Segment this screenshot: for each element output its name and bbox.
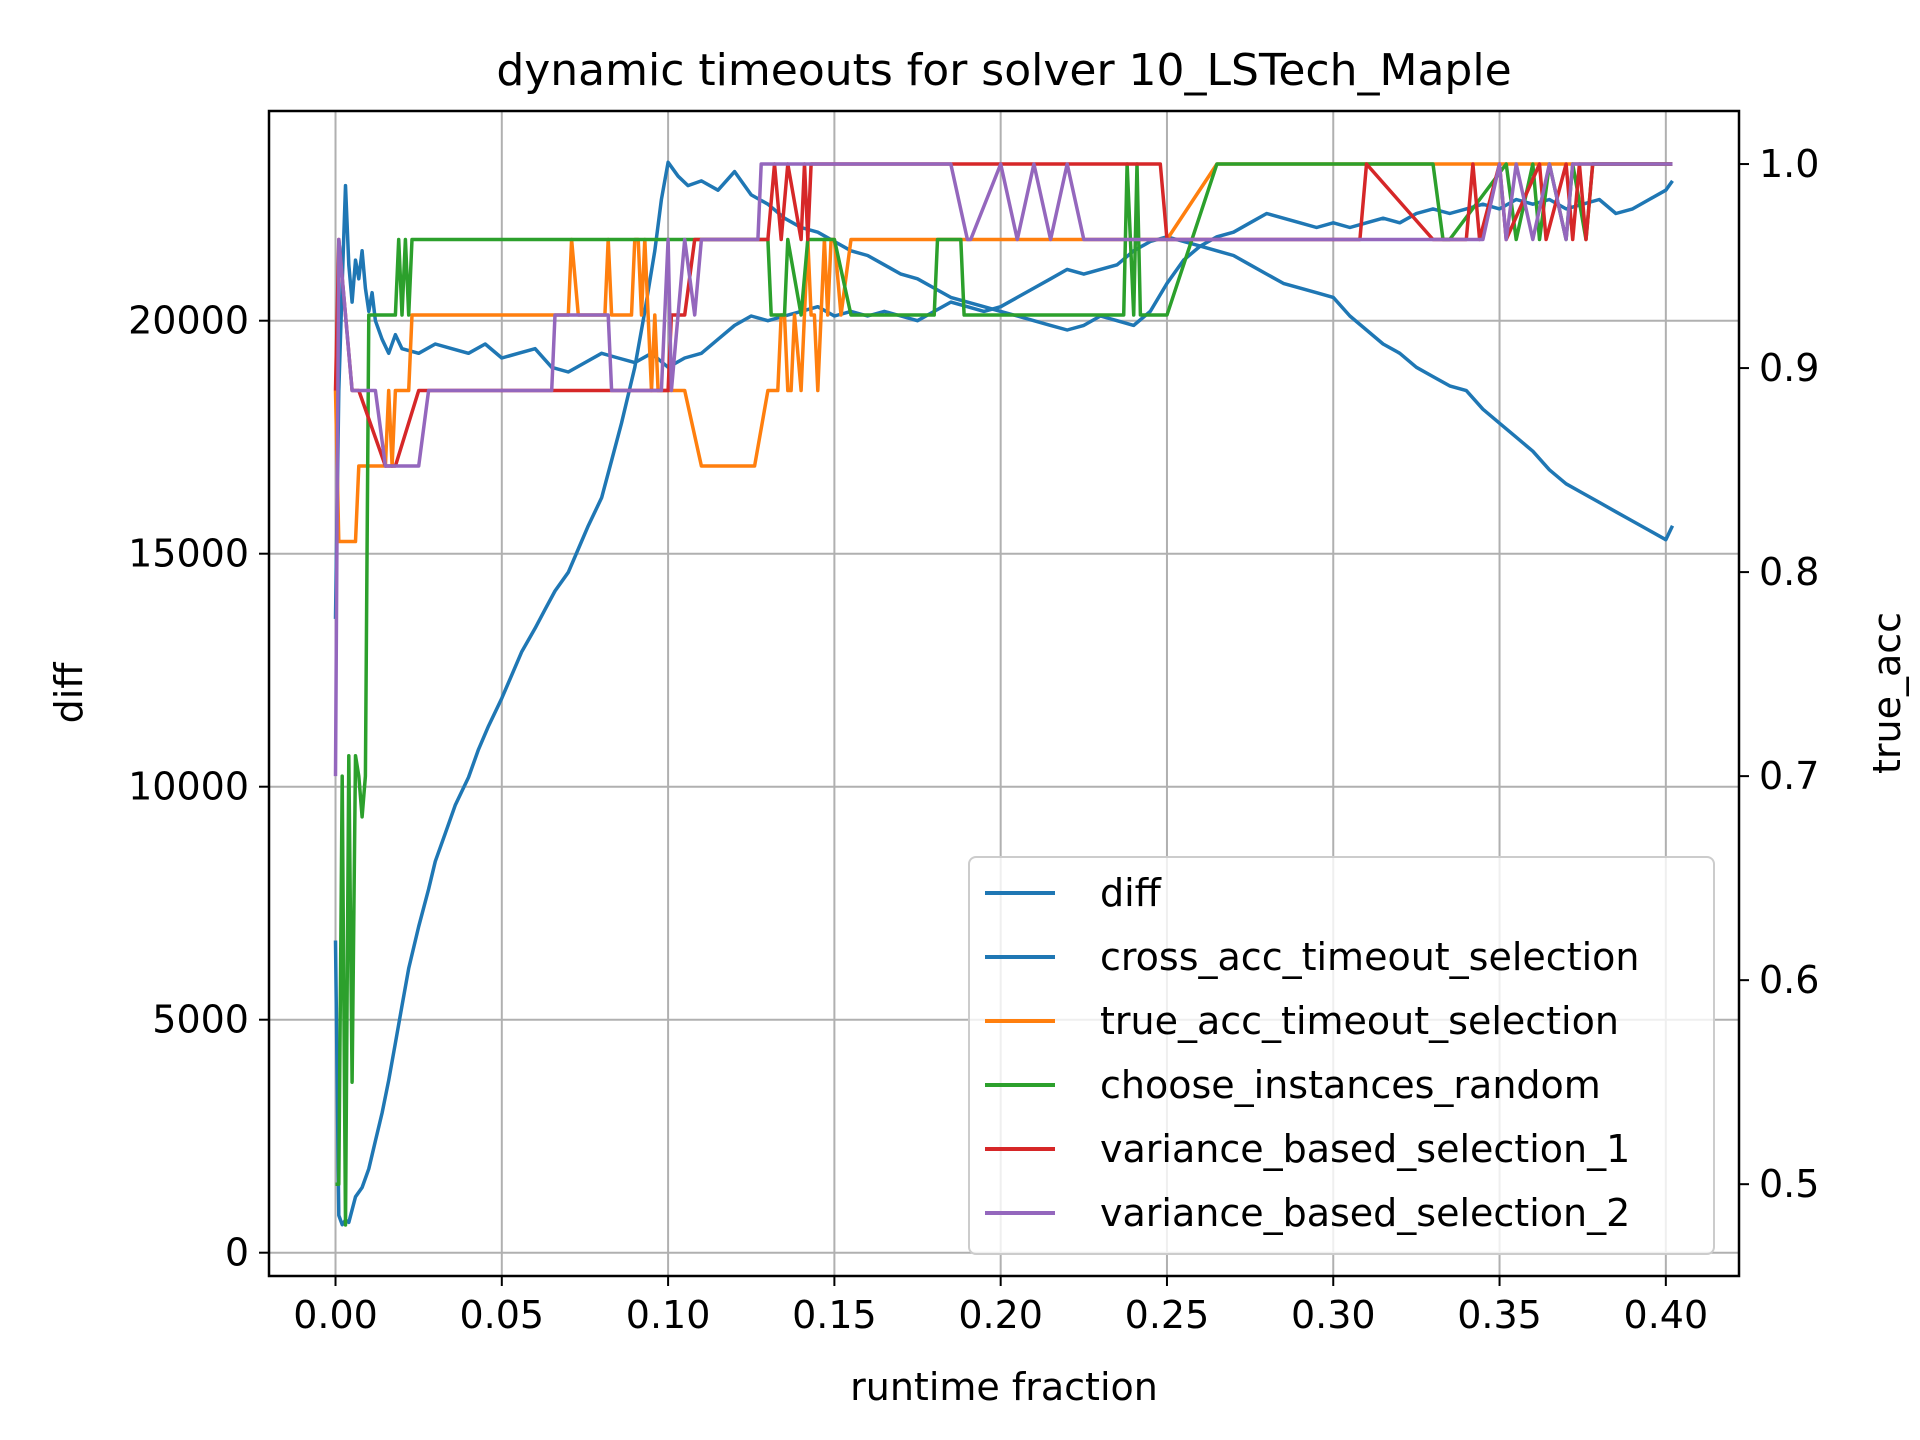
y-axis-left-label: diff <box>47 662 91 724</box>
y-right-tick-label: 1.0 <box>1759 142 1819 186</box>
x-tick-label: 0.10 <box>626 1293 711 1337</box>
legend: diff cross_acc_timeout_selection true_acc_… <box>968 856 1715 1255</box>
series-line-choose_instances_random <box>335 162 1673 1227</box>
x-tick-label: 0.00 <box>293 1293 378 1337</box>
y-left-tick-label: 10000 <box>128 765 249 809</box>
legend-label: choose_instances_random <box>1100 1063 1601 1107</box>
legend-label: variance_based_selection_1 <box>1100 1127 1630 1171</box>
y-right-tick-label: 0.9 <box>1759 346 1819 390</box>
plot-frame <box>267 109 1741 1278</box>
y-left-tick-label: 0 <box>225 1231 249 1275</box>
x-tick-label: 0.20 <box>958 1293 1043 1337</box>
y-left-tick-label: 20000 <box>128 299 249 343</box>
x-tick-label: 0.15 <box>792 1293 877 1337</box>
y-right-tick-label: 0.6 <box>1759 958 1819 1002</box>
x-tick-label: 0.05 <box>460 1293 545 1337</box>
series-line-variance_based_selection_1 <box>333 162 1673 468</box>
legend-label: cross_acc_timeout_selection <box>1100 935 1639 979</box>
chart-title: dynamic timeouts for solver 10_LSTech_Ma… <box>496 45 1511 96</box>
legend-label: true_acc_timeout_selection <box>1100 999 1619 1043</box>
y-axis-right-label: true_acc <box>1865 612 1909 774</box>
legend-label: variance_based_selection_2 <box>1100 1191 1630 1235</box>
x-tick-label: 0.40 <box>1624 1293 1709 1337</box>
series-line-true_acc_timeout_selection <box>333 162 1673 544</box>
y-left-tick-label: 15000 <box>128 532 249 576</box>
x-axis-label: runtime fraction <box>850 1365 1158 1409</box>
y-right-tick-label: 0.7 <box>1759 754 1819 798</box>
series-line-variance_based_selection_2 <box>333 162 1673 777</box>
y-left-tick-label: 5000 <box>152 998 249 1042</box>
x-tick-label: 0.25 <box>1125 1293 1210 1337</box>
axis-ticks: 0.00 0.05 0.10 0.15 0.20 0.25 0.30 0.35 0.40 0 500… <box>128 142 1819 1337</box>
series-lines <box>333 160 1675 1227</box>
y-right-tick-label: 0.8 <box>1759 550 1819 594</box>
legend-box <box>968 856 1715 1255</box>
series-line-cross_acc_timeout_selection <box>333 183 1675 619</box>
x-tick-label: 0.35 <box>1457 1293 1542 1337</box>
legend-label: diff <box>1100 871 1162 915</box>
y-right-tick-label: 0.5 <box>1759 1162 1819 1206</box>
x-tick-label: 0.30 <box>1291 1293 1376 1337</box>
